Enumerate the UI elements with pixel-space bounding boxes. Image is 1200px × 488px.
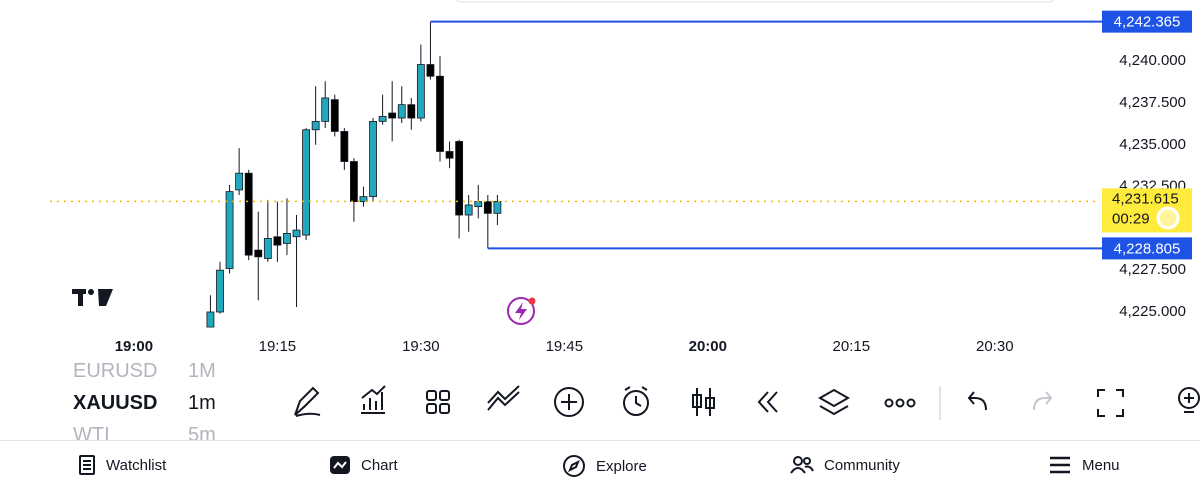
nav-item[interactable]: Watchlist [78,455,166,475]
candle-body [464,204,473,216]
ideas[interactable] [1178,387,1200,409]
candle-body [206,311,215,328]
candle-body [244,172,253,256]
bottom-nav: Watchlist Chart Explore Community Menu [0,440,1200,488]
candle-body [369,120,377,198]
price-label-box [1102,10,1192,33]
candle-body [283,233,291,244]
candle-body [493,200,502,214]
price-label-box [1102,237,1192,260]
nav-label: Watchlist [106,456,167,474]
candle-body [416,64,425,119]
candle-body [225,191,234,269]
nav-item[interactable]: Community [790,455,900,475]
x-tick-label: 19:30 [402,338,440,355]
x-tick-label: 19:15 [259,338,297,355]
candle-body [474,201,483,208]
candle-body [397,104,406,119]
candle-body [216,269,224,313]
y-tick-label: 4,227.500 [1119,261,1186,278]
candle-body [426,64,435,77]
candle-body [455,141,464,216]
y-tick-label: 4,225.000 [1119,303,1186,320]
x-tick-label: 20:00 [689,338,727,355]
last-price-label: 4,231.615 [1112,190,1179,207]
interval[interactable]: 1M [188,360,216,382]
nav-item[interactable]: Menu [1048,455,1120,475]
price-dot [1156,206,1180,230]
candle-body [359,196,368,203]
flash-icon[interactable] [507,297,536,325]
tv-logo [72,289,113,306]
y-tick-label: 4,237.500 [1119,94,1186,111]
candle-body [388,112,397,119]
nav-label: Community [824,456,900,474]
candle-body [378,115,387,122]
tool-icons [294,385,1200,420]
symbol[interactable]: XAUUSD [73,392,158,414]
x-tick-label: 20:30 [976,338,1014,355]
redo[interactable] [1033,391,1053,411]
candle-body [254,249,263,258]
price-label: 4,228.805 [1114,240,1181,257]
x-tick-label: 20:15 [833,338,871,355]
candle-body [407,104,416,119]
y-tick-label: 4,235.000 [1119,136,1186,153]
x-tick-label: 19:45 [546,338,584,355]
candle-body [436,75,444,152]
candle-body [302,129,310,236]
candle-body [330,99,339,132]
add[interactable] [554,387,584,417]
candle-body [235,172,244,191]
price-label: 4,242.365 [1114,14,1181,31]
nav-label: Menu [1082,456,1120,474]
nav-label: Chart [361,456,398,474]
compare[interactable] [487,385,520,411]
candle-type[interactable] [696,388,711,416]
candle-body [483,201,492,214]
candle-body [311,120,320,131]
nav-item[interactable]: Explore [562,455,647,477]
chart: 4,225.0004,227.5004,232.5004,235.0004,23… [50,0,1192,355]
undo[interactable] [967,391,987,411]
fullscreen[interactable] [1097,389,1124,417]
candle-body [292,229,301,238]
indicators[interactable] [361,385,386,414]
draw-tool[interactable] [294,386,321,417]
candle-body [340,131,349,162]
candle-body [350,161,358,203]
more[interactable] [884,398,894,408]
popup-edge [455,0,1055,3]
layout[interactable] [426,390,437,401]
countdown: 00:29 [1112,210,1150,227]
candle-body [321,97,330,122]
nav-label: Explore [596,457,647,475]
candle-body [263,238,272,259]
replay[interactable] [757,391,778,413]
interval[interactable]: 1m [188,392,216,414]
symbol[interactable]: EURUSD [73,360,158,382]
candle-body [445,151,454,159]
y-tick-label: 4,240.000 [1119,52,1186,69]
candle-body [273,236,282,246]
x-tick-label: 19:00 [115,338,153,355]
layers[interactable] [817,388,851,416]
nav-item[interactable]: Chart [329,455,398,475]
alert[interactable] [623,390,649,416]
